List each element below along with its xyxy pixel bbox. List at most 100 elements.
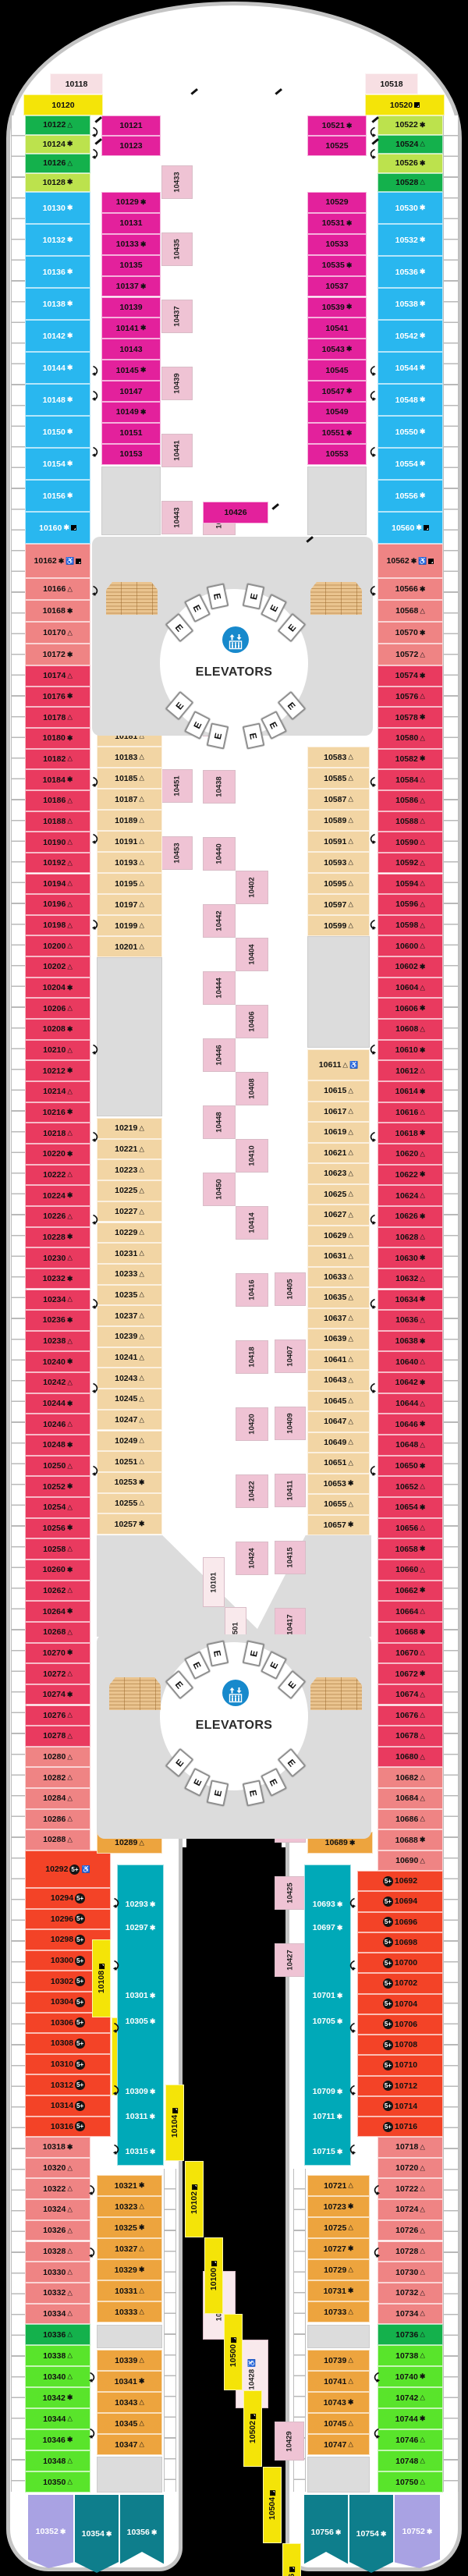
cabin-10309[interactable]: 10309 ✱ <box>117 2081 164 2102</box>
cabin-10249[interactable]: 10249 △ <box>97 1430 162 1452</box>
cabin-10122[interactable]: 10122 △ <box>25 115 90 135</box>
cabin-10253[interactable]: 10253 ✱ <box>97 1471 162 1493</box>
cabin-10426[interactable]: 10426 <box>203 502 268 523</box>
cabin-10204[interactable]: 10204 ✱ <box>25 977 90 999</box>
cabin-10600[interactable]: 10600 △ <box>378 935 443 957</box>
cabin-10728[interactable]: 10728 △ <box>378 2241 443 2262</box>
cabin-10156[interactable]: 10156 ✱ <box>25 480 90 512</box>
cabin-10706[interactable]: 5+ 10706 <box>357 2014 443 2035</box>
cabin-10708[interactable]: 5+ 10708 <box>357 2035 443 2056</box>
cabin-10128[interactable]: 10128 ✱ <box>25 172 90 192</box>
cabin-10124[interactable]: 10124 ✱ <box>25 134 90 154</box>
cabin-10210[interactable]: 10210 △ <box>25 1039 90 1061</box>
cabin-10650[interactable]: 10650 ✱ <box>378 1455 443 1477</box>
cabin-10529[interactable]: 10529 <box>307 192 367 213</box>
cabin-10329[interactable]: 10329 ✱ <box>97 2259 162 2280</box>
cabin-10206[interactable]: 10206 △ <box>25 998 90 1020</box>
cabin-10278[interactable]: 10278 △ <box>25 1726 90 1747</box>
cabin-10133[interactable]: 10133 ✱ <box>101 233 161 255</box>
cabin-10185[interactable]: 10185 △ <box>97 768 162 789</box>
cabin-10416[interactable]: 10416 <box>236 1273 268 1307</box>
cabin-10518[interactable]: 10518 <box>365 73 418 94</box>
cabin-10726[interactable]: 10726 △ <box>378 2219 443 2241</box>
cabin-10741[interactable]: 10741 △ <box>307 2371 370 2392</box>
cabin-10725[interactable]: 10725 △ <box>307 2217 370 2238</box>
cabin-10255[interactable]: 10255 △ <box>97 1492 162 1514</box>
cabin-10520[interactable]: 10520 <box>365 94 445 115</box>
cabin-10121[interactable]: 10121 <box>101 115 161 136</box>
cabin-10200[interactable]: 10200 △ <box>25 935 90 957</box>
cabin-10136[interactable]: 10136 ✱ <box>25 256 90 288</box>
cabin-10408[interactable]: 10408 <box>236 1072 268 1105</box>
cabin-10258[interactable]: 10258 △ <box>25 1538 90 1559</box>
cabin-10420[interactable]: 10420 <box>236 1407 268 1441</box>
cabin-10256[interactable]: 10256 ✱ <box>25 1517 90 1539</box>
cabin-10637[interactable]: 10637 △ <box>307 1308 370 1329</box>
cabin-10538[interactable]: 10538 ✱ <box>378 288 443 320</box>
cabin-10748[interactable]: 10748 △ <box>378 2450 443 2472</box>
cabin-10441[interactable]: 10441 <box>161 434 193 467</box>
cabin-10739[interactable]: 10739 △ <box>307 2350 370 2371</box>
cabin-10194[interactable]: 10194 △ <box>25 873 90 895</box>
cabin-10422[interactable]: 10422 <box>236 1474 268 1508</box>
cabin-10198[interactable]: 10198 △ <box>25 914 90 936</box>
cabin-10718[interactable]: 10718 △ <box>378 2137 443 2158</box>
cabin-10528[interactable]: 10528 △ <box>378 172 443 192</box>
cabin-10148[interactable]: 10148 ✱ <box>25 384 90 416</box>
cabin-10414[interactable]: 10414 <box>236 1206 268 1240</box>
cabin-10550[interactable]: 10550 ✱ <box>378 416 443 448</box>
cabin-10340[interactable]: 10340 △ <box>25 2366 90 2388</box>
cabin-10543[interactable]: 10543 ✱ <box>307 339 367 360</box>
cabin-10162[interactable]: 10162 ✱ ♿ <box>25 544 90 578</box>
cabin-10635[interactable]: 10635 △ <box>307 1287 370 1308</box>
cabin-10653[interactable]: 10653 ✱ <box>307 1473 370 1494</box>
cabin-10352[interactable]: 10352 ✱ <box>28 2495 73 2568</box>
cabin-10288[interactable]: 10288 △ <box>25 1829 90 1850</box>
cabin-10144[interactable]: 10144 ✱ <box>25 352 90 384</box>
cabin-10551[interactable]: 10551 ✱ <box>307 422 367 444</box>
cabin-10230[interactable]: 10230 △ <box>25 1247 90 1268</box>
cabin-10649[interactable]: 10649 △ <box>307 1432 370 1453</box>
cabin-10522[interactable]: 10522 ✱ <box>378 115 443 135</box>
cabin-10334[interactable]: 10334 △ <box>25 2303 90 2325</box>
cabin-10752[interactable]: 10752 ✱ <box>395 2495 440 2568</box>
cabin-10318[interactable]: 10318 ✱ <box>25 2137 90 2158</box>
cabin-10606[interactable]: 10606 ✱ <box>378 998 443 1020</box>
cabin-10647[interactable]: 10647 △ <box>307 1411 370 1432</box>
cabin-10450[interactable]: 10450 <box>203 1173 236 1206</box>
cabin-10622[interactable]: 10622 ✱ <box>378 1164 443 1186</box>
cabin-10341[interactable]: 10341 ✱ <box>97 2371 162 2392</box>
cabin-10657[interactable]: 10657 ✱ <box>307 1514 370 1535</box>
cabin-10315[interactable]: 10315 ✱ <box>117 2141 164 2162</box>
cabin-10672[interactable]: 10672 ✱ <box>378 1663 443 1684</box>
cabin-10554[interactable]: 10554 ✱ <box>378 448 443 480</box>
cabin-10274[interactable]: 10274 ✱ <box>25 1684 90 1705</box>
cabin-10634[interactable]: 10634 ✱ <box>378 1289 443 1311</box>
cabin-10150[interactable]: 10150 ✱ <box>25 416 90 448</box>
cabin-10276[interactable]: 10276 △ <box>25 1705 90 1726</box>
cabin-10174[interactable]: 10174 △ <box>25 665 90 687</box>
cabin-10214[interactable]: 10214 △ <box>25 1081 90 1102</box>
cabin-10688[interactable]: 10688 ✱ <box>378 1829 443 1850</box>
cabin-10746[interactable]: 10746 △ <box>378 2429 443 2451</box>
cabin-10240[interactable]: 10240 ✱ <box>25 1351 90 1373</box>
cabin-10321[interactable]: 10321 ✱ <box>97 2175 162 2196</box>
cabin-10316[interactable]: 10316 5+ <box>25 2116 111 2138</box>
cabin-10644[interactable]: 10644 △ <box>378 1393 443 1414</box>
cabin-10722[interactable]: 10722 △ <box>378 2178 443 2200</box>
cabin-10438[interactable]: 10438 <box>203 770 236 804</box>
cabin-10120[interactable]: 10120 <box>23 94 103 115</box>
cabin-10626[interactable]: 10626 ✱ <box>378 1205 443 1227</box>
cabin-10241[interactable]: 10241 △ <box>97 1347 162 1368</box>
cabin-10548[interactable]: 10548 ✱ <box>378 384 443 416</box>
cabin-10101[interactable]: 10101 <box>203 1557 225 1607</box>
cabin-10533[interactable]: 10533 <box>307 233 367 255</box>
cabin-10639[interactable]: 10639 △ <box>307 1329 370 1350</box>
cabin-10625[interactable]: 10625 △ <box>307 1183 370 1205</box>
cabin-10239[interactable]: 10239 △ <box>97 1326 162 1347</box>
cabin-10424[interactable]: 10424 <box>236 1542 268 1575</box>
cabin-10656[interactable]: 10656 △ <box>378 1517 443 1539</box>
cabin-10646[interactable]: 10646 ✱ <box>378 1414 443 1435</box>
cabin-10451[interactable]: 10451 <box>161 769 193 803</box>
cabin-10190[interactable]: 10190 △ <box>25 832 90 853</box>
